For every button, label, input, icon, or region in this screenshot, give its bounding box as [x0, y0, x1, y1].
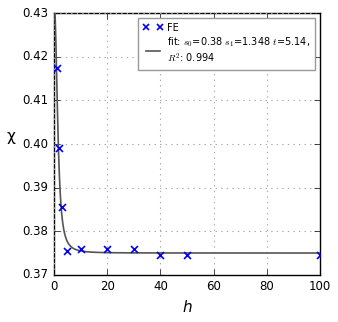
- Point: [56, 146, 62, 151]
- Legend: FE, fit: $s_0$=0.38 $s_1$=1.348 $t$=5.14,
$R^2$: 0.994: FE, fit: $s_0$=0.38 $s_1$=1.348 $t$=5.14…: [138, 18, 315, 70]
- Point: [184, 253, 190, 258]
- Point: [65, 248, 70, 253]
- Point: [104, 246, 110, 251]
- Point: [54, 65, 59, 70]
- Point: [158, 253, 163, 258]
- Point: [131, 246, 137, 251]
- Point: [317, 253, 323, 258]
- Point: [78, 246, 83, 251]
- Point: [59, 205, 65, 210]
- X-axis label: h: h: [182, 300, 192, 315]
- Y-axis label: χ: χ: [7, 129, 16, 144]
